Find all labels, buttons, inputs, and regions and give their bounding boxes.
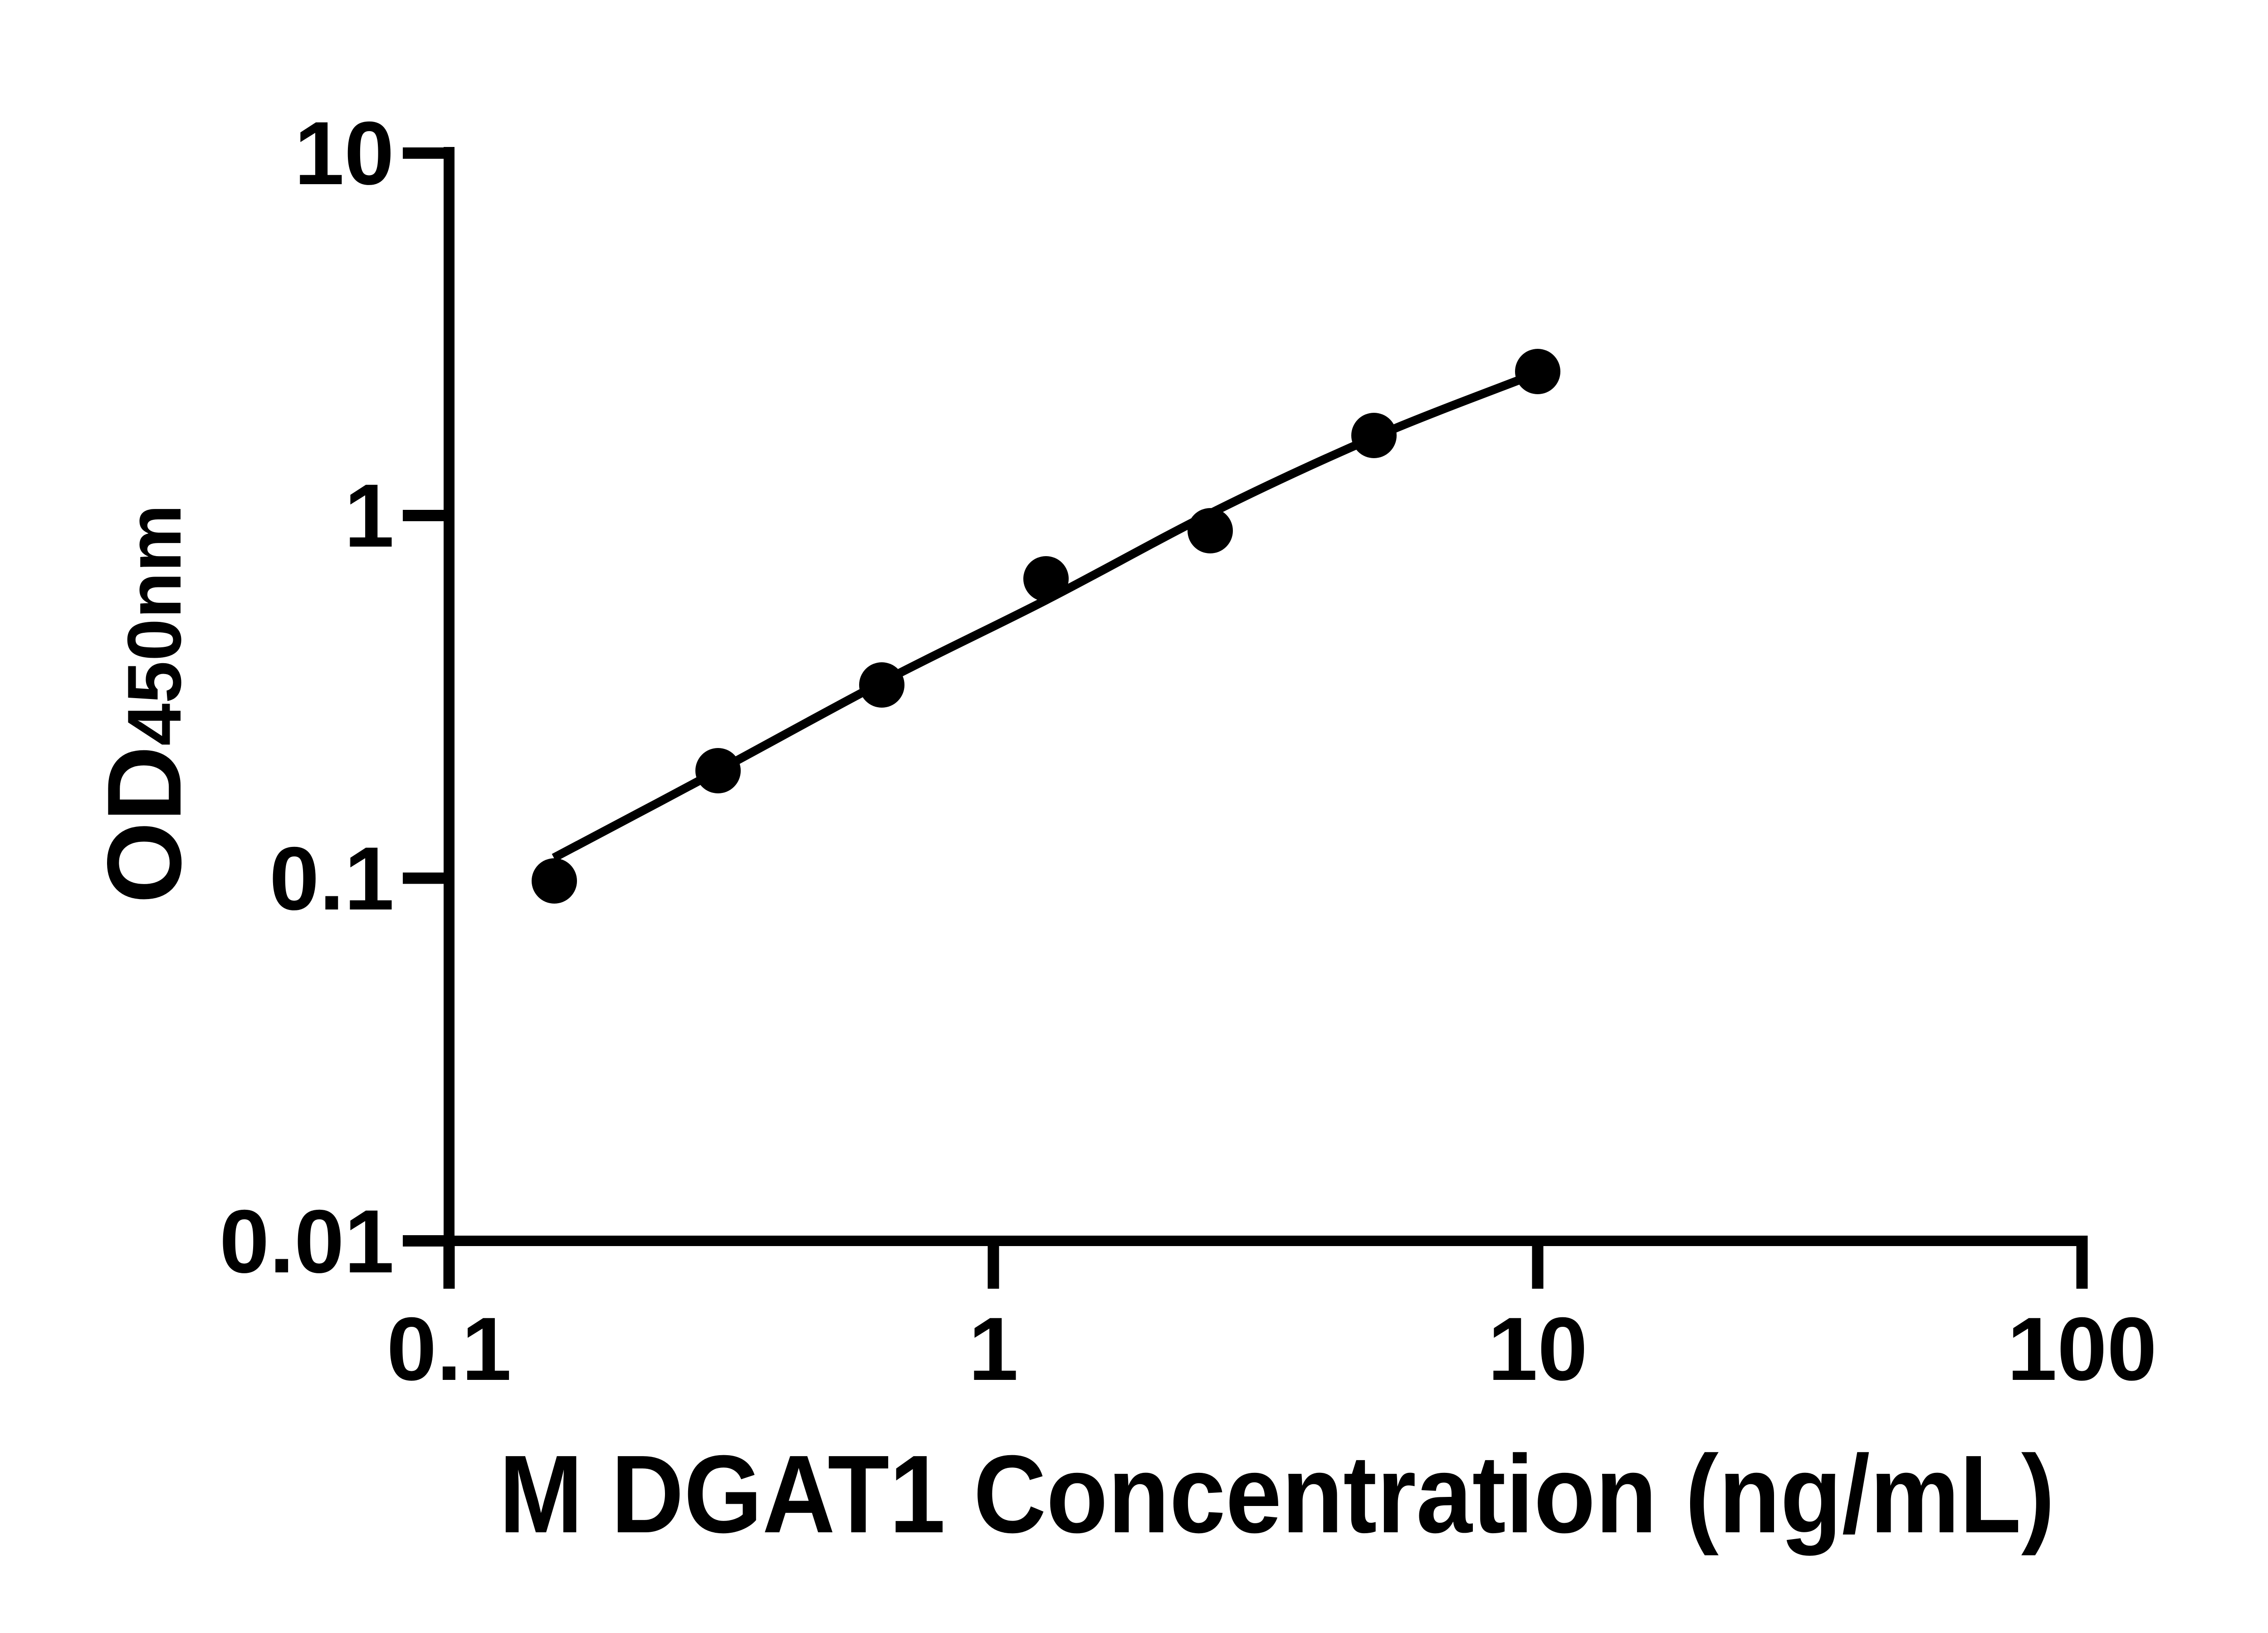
svg-text:M DGAT1 Concentration (ng/mL): M DGAT1 Concentration (ng/mL) (499, 1432, 2055, 1556)
svg-text:0.01: 0.01 (220, 1191, 394, 1291)
svg-text:1: 1 (344, 465, 394, 566)
svg-text:1: 1 (968, 1299, 1018, 1399)
svg-text:10: 10 (294, 103, 394, 203)
svg-text:100: 100 (2007, 1299, 2157, 1399)
svg-text:10: 10 (1488, 1299, 1588, 1399)
svg-text:0.1: 0.1 (386, 1299, 511, 1399)
svg-text:0.1: 0.1 (269, 828, 394, 929)
